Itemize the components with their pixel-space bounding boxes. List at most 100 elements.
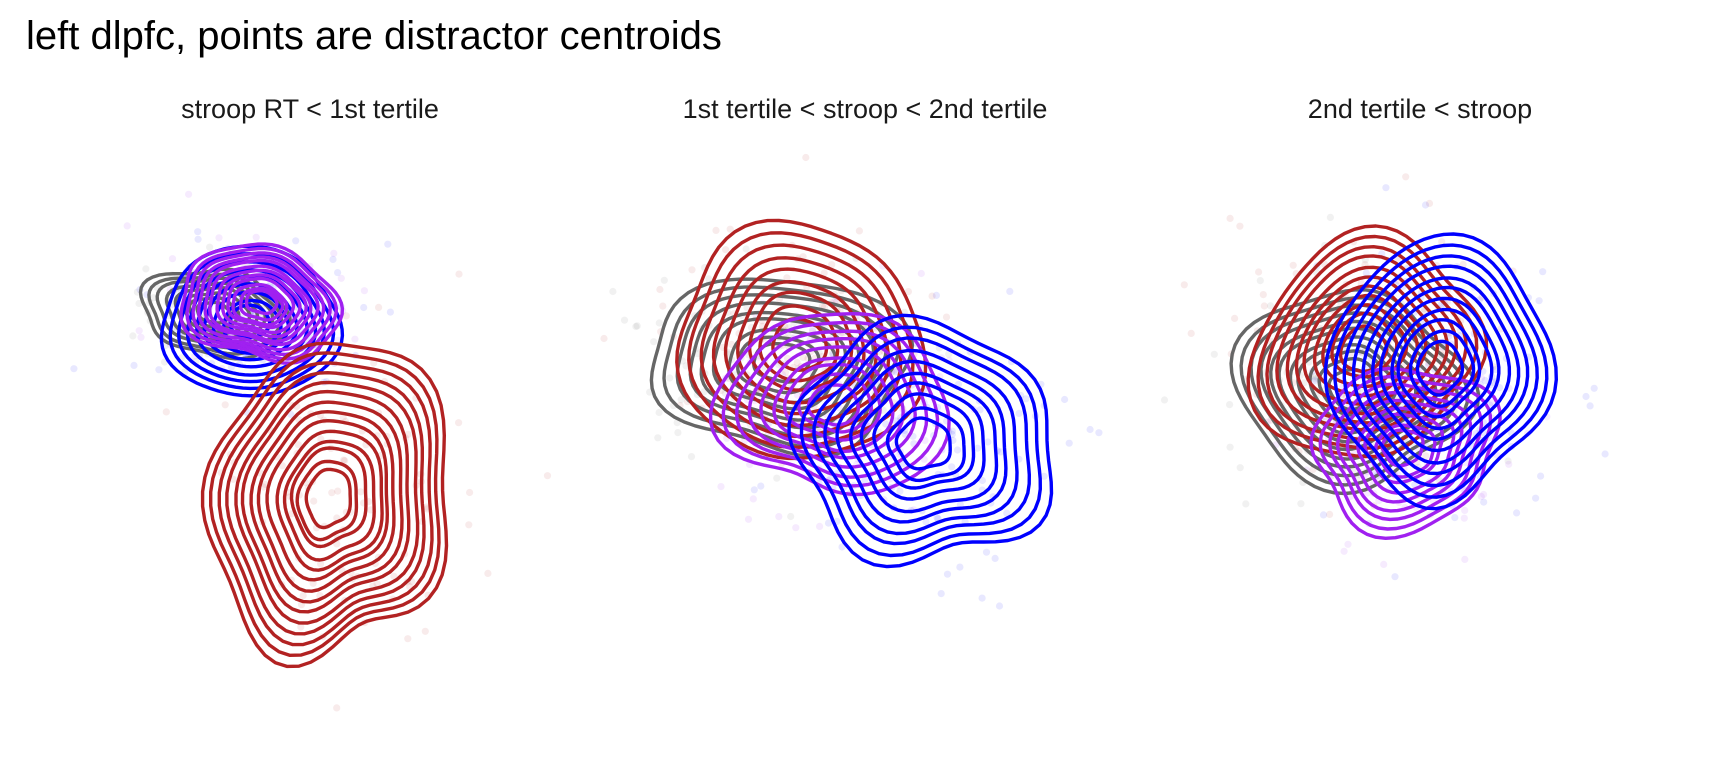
- density-contour-blue: [823, 348, 1019, 536]
- distractor-point: [1513, 509, 1521, 517]
- distractor-point: [357, 488, 365, 496]
- density-contour-purple: [238, 286, 285, 322]
- distractor-point: [978, 476, 986, 485]
- distractor-point: [334, 336, 342, 344]
- density-contour-purple: [215, 268, 308, 339]
- distractor-point: [1231, 314, 1239, 322]
- distractor-point: [820, 269, 828, 277]
- distractor-point: [1006, 287, 1014, 295]
- distractor-point: [948, 463, 956, 471]
- density-contour-red: [240, 389, 411, 614]
- density-contour-red: [200, 341, 449, 669]
- distractor-point: [1438, 238, 1446, 246]
- distractor-point: [1422, 452, 1430, 460]
- density-contour-blue: [1408, 329, 1476, 408]
- distractor-point: [1586, 402, 1594, 410]
- facet-panel-2: 1st tertile < stroop < 2nd tertile: [585, 88, 1145, 748]
- distractor-point: [717, 483, 725, 491]
- distractor-point: [329, 255, 337, 263]
- density-contour-purple: [708, 312, 951, 497]
- distractor-point: [891, 368, 899, 376]
- distractor-point: [1344, 540, 1352, 548]
- distractor-point: [206, 243, 214, 251]
- distractor-point: [1297, 500, 1305, 508]
- contour-layer: [138, 242, 449, 669]
- distractor-point: [1311, 375, 1319, 383]
- distractor-point: [1480, 498, 1488, 506]
- distractor-point: [792, 524, 800, 532]
- density-contour-red: [736, 280, 866, 405]
- distractor-point: [1259, 291, 1267, 299]
- distractor-point: [782, 368, 790, 376]
- density-contour-blue: [1323, 232, 1558, 511]
- density-contour-purple: [1356, 406, 1456, 495]
- distractor-point: [1003, 509, 1011, 517]
- distractor-point: [1460, 514, 1468, 522]
- distractor-point: [337, 274, 345, 282]
- distractor-point: [933, 514, 941, 522]
- distractor-point: [341, 457, 349, 465]
- distractor-point: [633, 322, 641, 330]
- distractor-point: [1340, 547, 1348, 555]
- density-contour-red: [723, 267, 878, 416]
- density-contour-purple: [244, 289, 279, 316]
- density-contour-red: [675, 218, 928, 461]
- distractor-point: [390, 572, 398, 580]
- distractor-point: [384, 240, 392, 248]
- distractor-point: [1187, 329, 1195, 337]
- distractor-point: [1380, 560, 1388, 568]
- density-contour-blue: [1333, 243, 1549, 499]
- density-plot-3: [1160, 173, 1609, 581]
- distractor-point: [749, 495, 757, 503]
- distractor-point: [1480, 490, 1488, 499]
- distractor-point: [705, 275, 713, 283]
- distractor-point: [1242, 500, 1250, 508]
- distractor-point: [360, 303, 368, 312]
- distractor-point: [330, 249, 338, 257]
- distractor-point: [1236, 222, 1244, 230]
- distractor-point: [1065, 439, 1073, 447]
- density-contour-purple: [185, 246, 339, 361]
- density-contour-red: [295, 459, 359, 542]
- distractor-point: [1382, 184, 1390, 192]
- distractor-point: [1255, 268, 1263, 276]
- facet-panel-3: 2nd tertile < stroop: [1140, 88, 1700, 748]
- distractor-point: [1226, 443, 1234, 451]
- density-contour-purple: [1309, 366, 1502, 540]
- distractor-point: [773, 474, 781, 482]
- density-contour-blue: [1361, 276, 1521, 465]
- density-contour-red: [748, 290, 854, 392]
- distractor-point: [1504, 457, 1512, 465]
- distractor-point: [137, 333, 145, 341]
- density-contour-blue: [1396, 318, 1482, 419]
- distractor-point: [816, 522, 824, 530]
- density-contour-blue: [787, 313, 1054, 569]
- distractor-point: [1425, 199, 1434, 207]
- distractor-point: [129, 332, 137, 340]
- distractor-point: [1289, 261, 1297, 269]
- density-contour-purple: [208, 264, 313, 343]
- density-contour-red: [282, 439, 376, 562]
- distractor-point: [948, 427, 956, 435]
- distractor-point: [309, 579, 317, 587]
- distractor-point: [1319, 511, 1328, 519]
- density-contour-purple: [221, 273, 302, 335]
- distractor-point: [956, 500, 964, 508]
- distractor-point: [1095, 429, 1103, 437]
- distractor-point: [687, 453, 696, 461]
- distractor-point: [70, 365, 78, 373]
- distractor-point: [484, 569, 492, 577]
- density-contour-purple: [1363, 412, 1445, 485]
- facet-title-2: 1st tertile < stroop < 2nd tertile: [682, 94, 1048, 124]
- distractor-point: [677, 396, 685, 404]
- distractor-point: [310, 497, 318, 505]
- density-contour-blue: [1390, 307, 1494, 431]
- distractor-point: [976, 406, 984, 414]
- distractor-point: [1180, 281, 1188, 289]
- facet-title-1: stroop RT < 1st tertile: [181, 94, 439, 124]
- distractor-point: [991, 554, 999, 562]
- density-contour-red: [1330, 311, 1399, 379]
- distractor-point: [932, 291, 940, 299]
- distractor-point: [660, 276, 668, 284]
- distractor-point: [1236, 464, 1244, 472]
